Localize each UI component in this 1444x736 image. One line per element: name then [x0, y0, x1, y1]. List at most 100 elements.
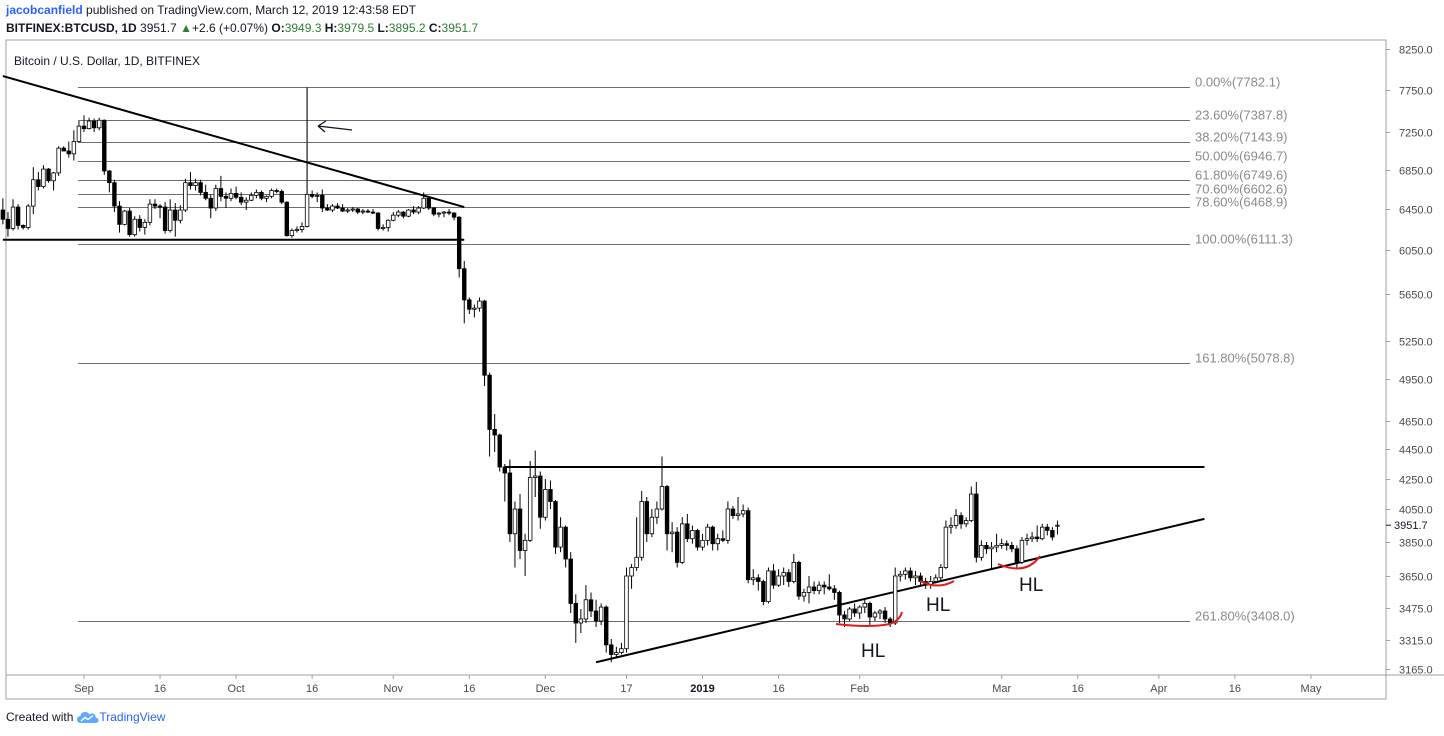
candle-down [827, 586, 832, 590]
author-link[interactable]: jacobcanfield [6, 3, 83, 17]
footer: Created with TradingView [6, 710, 165, 724]
candle-down [309, 193, 315, 197]
candle-down [15, 206, 21, 226]
candle-down [837, 592, 842, 616]
candle-down [152, 203, 158, 207]
candle-up [193, 182, 198, 187]
price-tick-label: 7250.0 [1399, 128, 1433, 140]
time-tick-label: 2019 [690, 683, 714, 695]
candle-up [913, 575, 918, 579]
candle-down [188, 182, 193, 187]
up-triangle-icon: ▲ [180, 21, 192, 35]
candle-up [740, 510, 746, 515]
candle-down [173, 209, 178, 221]
candle-up [304, 193, 310, 227]
candle-up [147, 203, 153, 223]
candle-up [360, 210, 366, 213]
candle-up [533, 475, 538, 478]
candle-down [822, 584, 827, 588]
candle-up [649, 516, 655, 535]
candle-up [614, 652, 619, 655]
price-tick-label: 5250.0 [1399, 337, 1433, 349]
candle-up [385, 219, 391, 228]
candle-up [330, 205, 335, 211]
price-axis[interactable]: 8250.0 7750.0 7250.0 6850.0 6450.0 6050.0 5650… [1386, 45, 1433, 677]
candle-up [801, 592, 807, 597]
hl-curve [997, 555, 1041, 570]
candle-down [446, 211, 452, 214]
candle-up [522, 539, 528, 551]
candle-up [249, 194, 254, 201]
time-tick-label: Sep [74, 683, 94, 695]
candle-up [472, 307, 477, 310]
price-change: +2.6 (+0.07%) [191, 21, 269, 35]
candle-up [350, 208, 355, 211]
high-value: 3979.5 [337, 21, 375, 35]
candle-up [953, 515, 959, 526]
candle-up [669, 531, 675, 535]
candle-down [685, 523, 690, 540]
hl-label: HL [1019, 575, 1043, 596]
candle-up [10, 206, 16, 229]
candle-down [401, 211, 406, 217]
fib-label: 50.00%(6946.7) [1195, 149, 1288, 164]
candle-up [705, 526, 710, 541]
time-tick-label: May [1301, 683, 1322, 695]
candle-up [629, 567, 634, 577]
candle-up [624, 575, 629, 650]
candle-up [26, 205, 31, 228]
candle-up [142, 221, 148, 228]
time-axis[interactable]: Sep 16 Oct 16 Nov 16 Dec 17 2019 16 Feb Mar 16 Apr 16 M… [74, 675, 1322, 695]
candle-up [41, 168, 46, 187]
time-tick-label: Apr [1150, 683, 1167, 695]
candle-down [284, 201, 289, 237]
candle-up [700, 539, 705, 548]
candle-down [107, 170, 112, 184]
candle-down [867, 603, 873, 618]
candle-up [441, 211, 447, 214]
tradingview-link[interactable]: TradingView [77, 710, 165, 724]
candle-down [411, 209, 416, 213]
candle-down [117, 205, 122, 225]
candle-up [421, 197, 426, 209]
price-tick-label: 4450.0 [1399, 445, 1433, 457]
candle-down [517, 508, 523, 551]
candle-up [598, 606, 604, 622]
candle-up [791, 562, 796, 582]
candle-down [593, 610, 599, 622]
hl-curve [919, 580, 955, 587]
candle-up [264, 195, 269, 199]
candle-up [1024, 538, 1030, 541]
candle-down [974, 493, 979, 558]
candle-up [167, 209, 173, 231]
candle-up [948, 525, 954, 528]
candle-down [355, 208, 360, 213]
candle-down [137, 218, 142, 228]
candle-up [898, 573, 903, 577]
candle-down [1050, 530, 1055, 538]
candle-up [578, 618, 584, 624]
candle-down [984, 545, 989, 550]
candle-down [908, 570, 913, 579]
candle-down [771, 570, 776, 586]
candle-down [218, 188, 224, 197]
candle-down [538, 475, 543, 518]
candle-down [365, 210, 371, 213]
candle-down [274, 190, 279, 192]
candle-down [553, 501, 558, 548]
candle-down [1004, 543, 1009, 546]
candle-up [51, 172, 56, 182]
candle-down [36, 179, 41, 187]
candle-down [842, 614, 847, 620]
candle-down [157, 205, 163, 208]
fib-label: 61.80%(6749.6) [1195, 168, 1288, 183]
candle-down [958, 515, 964, 525]
candle-down [238, 196, 244, 203]
candle-up [527, 477, 533, 541]
candle-up [619, 648, 624, 653]
trendlines [2, 75, 1205, 664]
time-tick-label: 16 [772, 683, 784, 695]
tradingview-cloud-icon [77, 712, 99, 723]
price-tick-label: 4950.0 [1399, 375, 1433, 387]
